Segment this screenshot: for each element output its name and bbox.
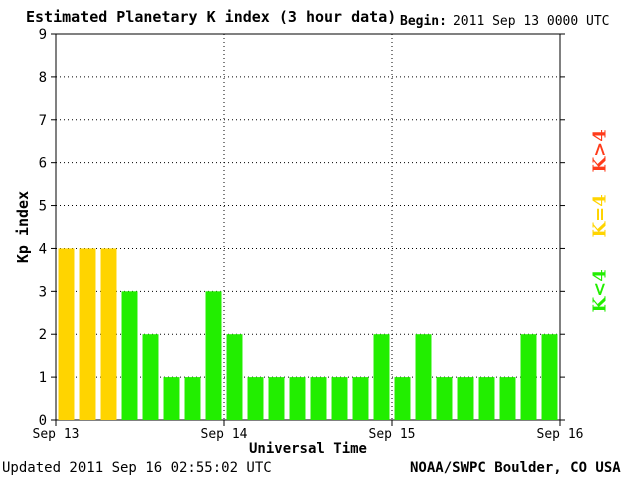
legend-k-below-4: K<4 [589,269,611,313]
y-ticks: 0 1 2 3 4 5 6 7 8 9 [39,27,565,429]
y-tick-label: 0 [39,413,47,429]
y-tick-label: 1 [39,370,47,386]
kp-bar [58,248,75,420]
kp-bar [310,377,327,420]
y-tick-label: 4 [39,241,47,257]
kp-bar [541,334,558,420]
kp-bar [226,334,243,420]
y-tick-label: 2 [39,327,47,343]
kp-bar [499,377,516,420]
kp-bar [520,334,537,420]
plot-area [55,33,561,421]
kp-bar [331,377,348,420]
x-ticks: Sep 13 Sep 14 Sep 15 Sep 16 [33,420,584,442]
kp-bar [247,377,264,420]
kp-bar [457,377,474,420]
x-tick-label: Sep 16 [537,427,584,442]
kp-bar [100,248,117,420]
x-axis-label: Universal Time [249,441,367,457]
kp-bar [142,334,159,420]
bars-group [58,248,558,420]
y-tick-label: 5 [39,199,47,215]
kp-bar [373,334,390,420]
x-tick-label: Sep 15 [369,427,416,442]
kp-bar [163,377,180,420]
updated-timestamp: Updated 2011 Sep 16 02:55:02 UTC [2,460,272,476]
kp-bar [352,377,369,420]
y-tick-label: 8 [39,70,47,86]
kp-bar [289,377,306,420]
legend-k-above-4: K>4 [589,129,611,173]
data-credit: NOAA/SWPC Boulder, CO USA [410,460,621,476]
grid-lines [56,33,560,420]
begin-value: 2011 Sep 13 0000 UTC [452,14,610,29]
y-axis-label: Kp index [14,191,32,263]
y-tick-label: 6 [39,156,47,172]
kp-bar [79,248,96,420]
kp-bar [184,377,201,420]
legend-k-equal-4: K=4 [589,194,611,238]
kp-bar [478,377,495,420]
kp-bar [415,334,432,420]
y-tick-label: 9 [39,27,47,43]
kp-bar [205,291,222,420]
y-tick-label: 3 [39,284,47,300]
x-tick-label: Sep 14 [201,427,248,442]
begin-label: Begin: [400,14,447,29]
begin-info: Begin: 2011 Sep 13 0000 UTC [400,14,610,29]
kp-bar [394,377,411,420]
x-tick-label: Sep 13 [33,427,80,442]
kp-bar [268,377,285,420]
y-tick-label: 7 [39,113,47,129]
kp-bar [436,377,453,420]
chart-title: Estimated Planetary K index (3 hour data… [26,8,397,26]
kp-bar [121,291,138,420]
